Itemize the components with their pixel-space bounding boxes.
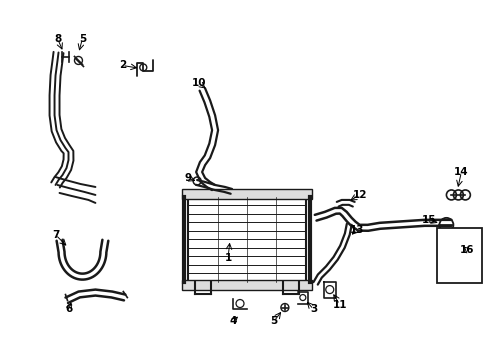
Text: 15: 15: [421, 215, 436, 225]
Bar: [182, 280, 311, 289]
Text: 1: 1: [224, 253, 231, 263]
Text: 12: 12: [352, 190, 366, 200]
Text: 11: 11: [332, 300, 346, 310]
Text: 16: 16: [459, 245, 474, 255]
Text: 9: 9: [184, 173, 191, 183]
Text: 14: 14: [453, 167, 468, 177]
Text: 7: 7: [52, 230, 59, 240]
Bar: [188, 197, 305, 282]
Bar: [437, 228, 481, 283]
Text: 6: 6: [65, 305, 72, 315]
Text: 4: 4: [229, 316, 236, 327]
Bar: [182, 189, 311, 199]
Text: 13: 13: [349, 225, 363, 235]
Text: 8: 8: [54, 33, 61, 44]
Text: 3: 3: [309, 305, 317, 315]
Text: 5: 5: [79, 33, 86, 44]
Text: 2: 2: [119, 60, 126, 71]
Text: 5: 5: [270, 316, 277, 327]
Text: 10: 10: [191, 78, 206, 88]
